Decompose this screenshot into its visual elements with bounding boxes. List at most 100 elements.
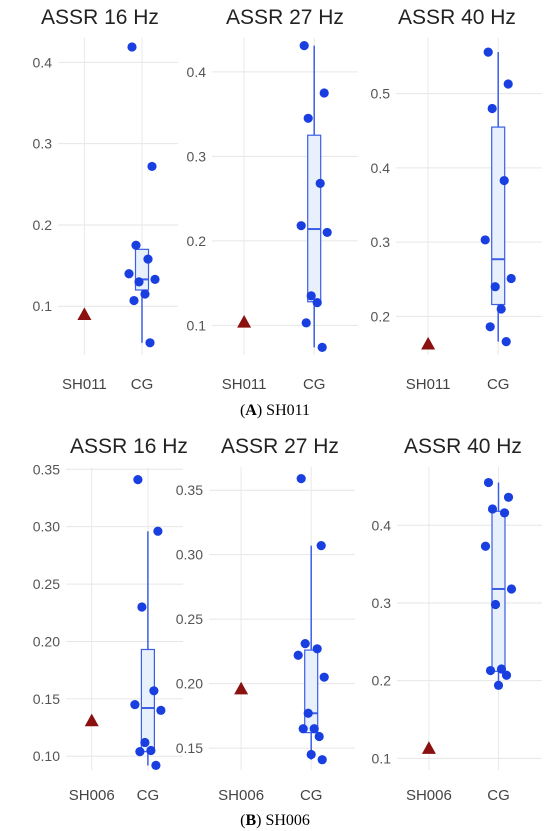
panel-title: ASSR 27 Hz — [226, 6, 344, 29]
patient-marker — [234, 681, 249, 695]
box-iqr — [140, 648, 155, 753]
control-point — [156, 705, 166, 715]
y-tick-label: 0.5 — [371, 86, 391, 102]
control-point — [490, 599, 501, 610]
y-tick-label: 0.2 — [33, 217, 53, 233]
y-tick-label: 0.3 — [187, 148, 207, 164]
control-point — [153, 526, 163, 536]
control-point — [134, 277, 144, 287]
control-point — [506, 584, 517, 594]
control-point — [147, 161, 157, 172]
control-point — [150, 274, 160, 285]
control-point — [301, 318, 311, 328]
panel-title: ASSR 16 Hz — [41, 6, 159, 29]
panel-b-assr-40: 0.1 0.2 0.3 0.4 ASSR 40 Hz SH006 CG — [372, 435, 542, 804]
y-tick-label: 0.3 — [33, 136, 53, 152]
control-point — [483, 47, 493, 57]
control-point — [151, 760, 161, 771]
x-category-label: SH006 — [406, 787, 452, 804]
x-category-label: SH011 — [406, 376, 451, 393]
patient-marker — [84, 713, 99, 727]
caption-a-letter: A — [245, 402, 257, 419]
control-point — [140, 289, 150, 299]
y-tick-label: 0.15 — [176, 740, 203, 756]
y-tick-label: 0.35 — [33, 461, 60, 477]
control-point — [317, 755, 327, 765]
control-point — [296, 474, 306, 484]
control-point — [145, 338, 155, 348]
control-point — [485, 665, 496, 676]
y-tick-label: 0.30 — [33, 519, 60, 535]
control-point — [146, 745, 156, 756]
y-tick-label: 0.3 — [371, 234, 391, 250]
patient-marker — [421, 336, 436, 350]
caption-b-text: SH006 — [261, 812, 309, 829]
x-category-label: SH011 — [222, 376, 267, 393]
y-tick-label: 0.20 — [176, 676, 203, 692]
y-tick-label: 0.4 — [372, 517, 392, 533]
control-point — [480, 235, 490, 245]
x-category-label: CG — [487, 787, 510, 804]
control-point — [319, 88, 329, 98]
y-tick-label: 0.1 — [372, 750, 392, 766]
control-point — [503, 492, 514, 502]
control-point — [316, 541, 326, 551]
panel-title: ASSR 40 Hz — [404, 435, 522, 458]
y-tick-label: 0.15 — [33, 691, 60, 707]
control-point — [306, 291, 316, 301]
caption-b: (B) SH006 — [240, 812, 310, 829]
control-point — [133, 475, 143, 485]
control-point — [506, 273, 516, 284]
control-point — [298, 724, 308, 734]
control-point — [503, 79, 513, 89]
y-tick-label: 0.25 — [33, 576, 60, 592]
control-point — [315, 178, 325, 188]
y-tick-label: 0.1 — [33, 298, 53, 314]
control-point — [487, 504, 498, 514]
caption-a: (A) SH011 — [240, 402, 310, 419]
x-category-label: SH006 — [218, 787, 264, 804]
y-tick-label: 0.30 — [176, 547, 203, 563]
y-tick-label: 0.4 — [371, 160, 391, 176]
control-point — [501, 670, 512, 680]
patient-marker — [421, 741, 436, 754]
x-category-label: CG — [300, 787, 323, 804]
control-point — [140, 737, 150, 748]
control-point — [303, 708, 313, 718]
box-iqr — [491, 510, 506, 672]
control-point — [501, 337, 511, 347]
panel-title: ASSR 16 Hz — [70, 435, 188, 458]
patient-marker — [237, 315, 252, 328]
y-tick-label: 0.4 — [33, 54, 53, 70]
y-tick-label: 0.3 — [372, 595, 392, 611]
control-point — [312, 644, 322, 654]
x-category-label: CG — [303, 376, 326, 393]
control-point — [485, 322, 495, 332]
y-tick-label: 0.25 — [176, 611, 203, 627]
patient-marker — [77, 307, 92, 320]
y-tick-label: 0.20 — [33, 633, 60, 649]
control-point — [317, 342, 327, 352]
panel-a-assr-27: 0.1 0.2 0.3 0.4 ASSR 27 Hz SH011 CG — [187, 6, 358, 393]
control-point — [312, 297, 322, 308]
panel-a-assr-40: 0.2 0.3 0.4 0.5 ASSR 40 Hz SH011 CG — [371, 6, 542, 393]
control-point — [480, 541, 491, 551]
y-tick-label: 0.35 — [176, 482, 203, 498]
y-tick-label: 0.10 — [33, 748, 60, 764]
control-point — [487, 103, 497, 114]
control-point — [490, 282, 500, 292]
control-point — [124, 269, 134, 279]
control-point — [131, 240, 141, 250]
control-point — [483, 477, 494, 488]
control-point — [322, 227, 332, 238]
control-point — [137, 602, 147, 612]
panel-title: ASSR 40 Hz — [398, 6, 516, 29]
y-tick-label: 0.2 — [372, 673, 392, 689]
control-point — [300, 639, 310, 649]
y-tick-label: 0.2 — [187, 233, 207, 249]
panel-b-assr-27: 0.15 0.20 0.25 0.30 0.35 ASSR 27 Hz SH006 CG — [176, 435, 355, 804]
box-iqr — [307, 134, 322, 303]
x-category-label: CG — [137, 787, 160, 804]
control-point — [496, 664, 507, 674]
